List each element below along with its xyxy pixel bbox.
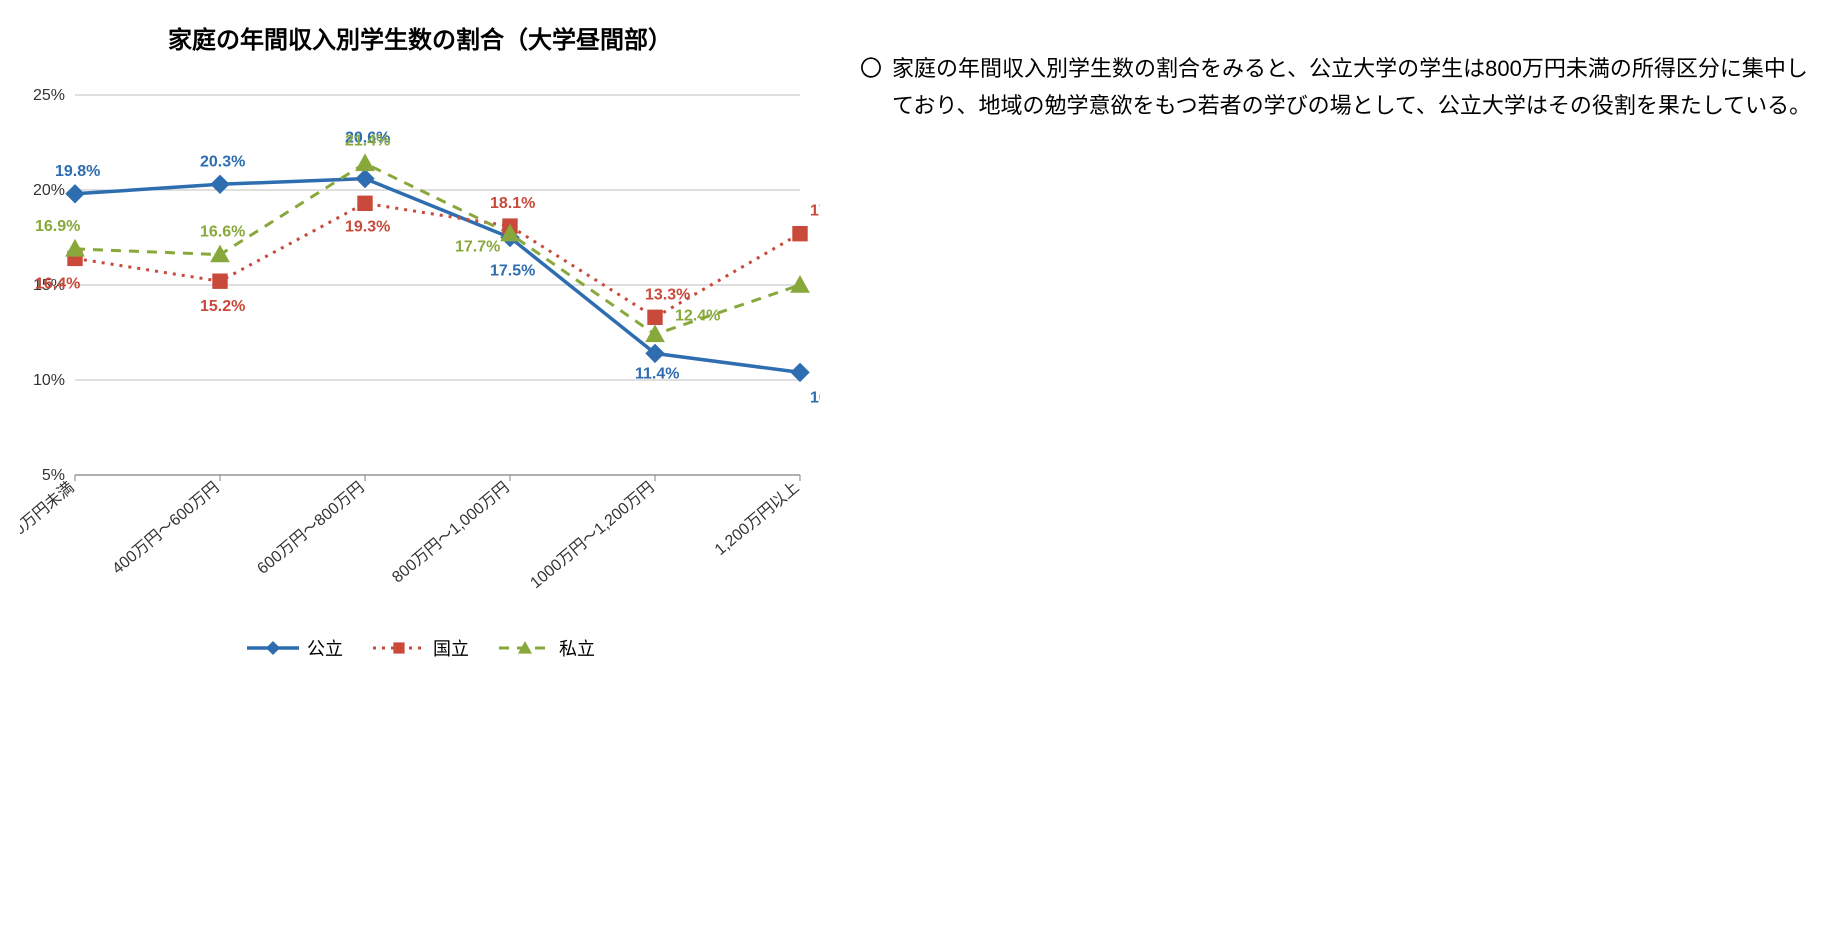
- svg-text:12.4%: 12.4%: [675, 307, 720, 324]
- svg-text:1,200万円以上: 1,200万円以上: [711, 478, 802, 559]
- svg-text:25%: 25%: [33, 87, 65, 104]
- svg-text:16.4%: 16.4%: [35, 275, 80, 292]
- svg-text:15.2%: 15.2%: [200, 298, 245, 315]
- legend-item: 公立: [245, 635, 343, 661]
- svg-text:13.3%: 13.3%: [645, 286, 690, 303]
- svg-text:20.3%: 20.3%: [200, 153, 245, 170]
- svg-text:400万円～600万円: 400万円～600万円: [109, 479, 222, 578]
- svg-text:800万円～1,000万円: 800万円～1,000万円: [389, 479, 512, 586]
- legend-item: 私立: [497, 635, 595, 661]
- commentary-text: 家庭の年間収入別学生数の割合をみると、公立大学の学生は800万円未満の所得区分に…: [892, 50, 1821, 125]
- chart-title: 家庭の年間収入別学生数の割合（大学昼間部）: [20, 20, 820, 55]
- svg-text:17.7%: 17.7%: [455, 239, 500, 256]
- svg-text:1000万円～1,200万円: 1000万円～1,200万円: [527, 479, 657, 592]
- legend-item: 国立: [371, 635, 469, 661]
- svg-text:10%: 10%: [33, 372, 65, 389]
- svg-text:17.5%: 17.5%: [490, 263, 535, 280]
- svg-text:400万円未満: 400万円未満: [20, 478, 78, 550]
- bullet-icon: 〇: [860, 50, 882, 125]
- line-chart: 5%10%15%20%25%400万円未満400万円～600万円600万円～80…: [20, 65, 820, 625]
- chart-legend: 公立 国立 私立: [20, 635, 820, 661]
- svg-text:18.1%: 18.1%: [490, 195, 535, 212]
- legend-label: 公立: [307, 635, 343, 661]
- svg-text:11.4%: 11.4%: [635, 365, 679, 382]
- legend-label: 国立: [433, 635, 469, 661]
- svg-text:16.6%: 16.6%: [200, 224, 245, 241]
- svg-text:5%: 5%: [42, 467, 65, 484]
- svg-text:19.8%: 19.8%: [55, 163, 100, 180]
- svg-text:600万円～800万円: 600万円～800万円: [254, 479, 367, 578]
- svg-text:16.9%: 16.9%: [35, 218, 80, 235]
- svg-text:20%: 20%: [33, 182, 65, 199]
- commentary-block: 〇 家庭の年間収入別学生数の割合をみると、公立大学の学生は800万円未満の所得区…: [860, 20, 1821, 125]
- svg-text:19.3%: 19.3%: [345, 218, 390, 235]
- legend-label: 私立: [559, 635, 595, 661]
- svg-text:21.4%: 21.4%: [345, 132, 390, 149]
- svg-text:10.4%: 10.4%: [810, 389, 820, 406]
- svg-text:17.7%: 17.7%: [810, 203, 820, 220]
